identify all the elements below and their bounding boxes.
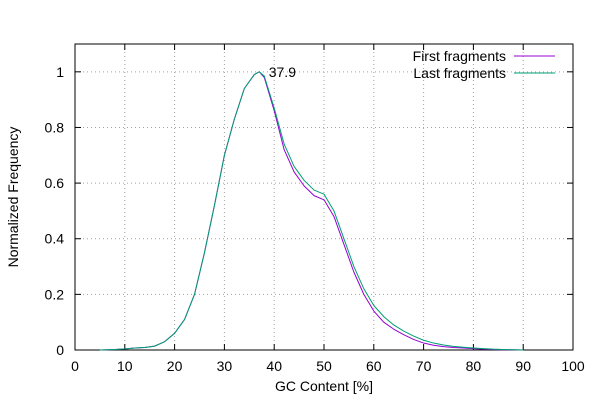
y-tick-label: 0.2 [45, 286, 65, 302]
series-line-first-fragments [99, 71, 524, 351]
y-tick-label: 1 [56, 64, 64, 80]
x-tick-label: 60 [366, 358, 382, 374]
series-lines [99, 71, 524, 351]
y-tick-label: 0.4 [45, 231, 65, 247]
x-tick-label: 80 [466, 358, 482, 374]
x-tick-label: 0 [71, 358, 79, 374]
x-tick-label: 10 [117, 358, 133, 374]
grid-lines [75, 44, 573, 350]
x-tick-label: 40 [266, 358, 282, 374]
legend: First fragments Last fragments [413, 48, 555, 81]
peak-annotation: 37.9 [269, 64, 296, 80]
legend-label-last-fragments: Last fragments [413, 65, 506, 81]
x-tick-label: 20 [167, 358, 183, 374]
x-tick-label: 30 [217, 358, 233, 374]
x-tick-label: 50 [316, 358, 332, 374]
y-tick-label: 0.8 [45, 119, 65, 135]
y-axis-label: Normalized Frequency [5, 127, 21, 268]
series-line-last-fragments [99, 71, 524, 351]
tick-labels: 0 10 20 30 40 50 60 70 80 90 100 0 0.2 0.4 0.6 0.8 1 [45, 64, 585, 374]
y-tick-label: 0.6 [45, 175, 65, 191]
x-tick-label: 70 [416, 358, 432, 374]
x-tick-label: 100 [561, 358, 585, 374]
y-tick-label: 0 [56, 342, 64, 358]
axis-ticks [74, 44, 574, 351]
legend-label-first-fragments: First fragments [413, 48, 506, 64]
x-tick-label: 90 [515, 358, 531, 374]
x-axis-label: GC Content [%] [275, 378, 373, 394]
